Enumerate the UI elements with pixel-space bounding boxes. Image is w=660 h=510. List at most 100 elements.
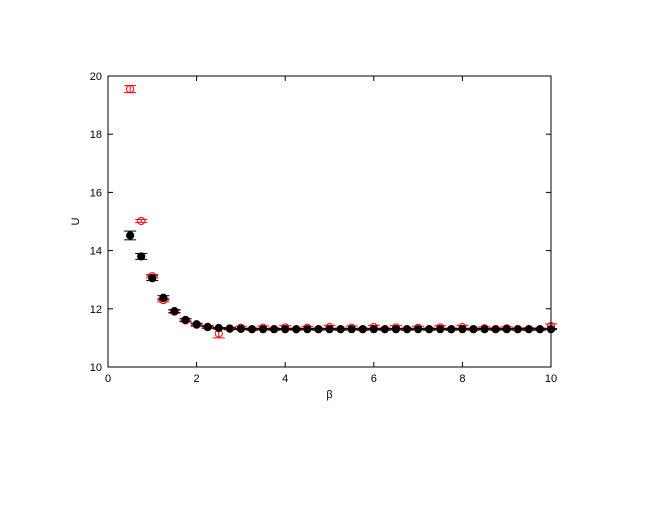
data-point <box>190 320 203 329</box>
data-point <box>389 325 402 334</box>
data-point <box>157 293 170 302</box>
axis-ticks: 0 2 4 6 8 10 10 12 14 16 18 20 <box>90 71 557 385</box>
data-point <box>423 325 436 334</box>
point-marker <box>414 325 423 334</box>
point-marker <box>258 325 268 334</box>
point-marker <box>380 325 389 334</box>
point-marker <box>425 325 434 334</box>
x-tick-label: 10 <box>545 373 557 385</box>
plot-area-frame <box>107 75 552 368</box>
data-point <box>146 274 159 283</box>
point-marker <box>336 325 345 334</box>
point-marker <box>247 325 257 334</box>
point-marker <box>513 325 522 334</box>
point-marker <box>458 325 467 334</box>
data-point <box>245 325 258 334</box>
data-point <box>522 325 535 334</box>
data-point <box>212 323 225 333</box>
data-point <box>279 325 292 334</box>
point-marker <box>192 320 201 329</box>
data-point <box>179 315 192 324</box>
point-marker <box>126 84 135 94</box>
point-marker <box>159 293 168 302</box>
y-tick-label: 12 <box>90 304 102 316</box>
data-point <box>445 325 458 334</box>
point-marker <box>181 315 190 324</box>
data-point <box>257 325 270 334</box>
point-marker <box>480 325 489 334</box>
x-tick-label: 6 <box>371 373 377 385</box>
data-series <box>124 84 557 339</box>
point-marker <box>303 325 312 334</box>
data-point <box>312 325 325 334</box>
point-marker <box>126 231 135 240</box>
data-point <box>135 252 148 261</box>
data-point <box>124 84 137 94</box>
data-point <box>456 325 469 334</box>
data-point <box>434 325 447 334</box>
data-point <box>500 325 513 334</box>
point-marker <box>137 252 146 261</box>
point-marker <box>358 325 367 334</box>
point-marker <box>391 325 401 334</box>
y-tick-label: 16 <box>90 187 102 199</box>
point-marker <box>270 325 279 334</box>
data-point <box>367 325 380 334</box>
point-marker <box>436 325 445 334</box>
data-point <box>268 325 281 334</box>
x-tick-label: 2 <box>194 373 200 385</box>
data-point <box>401 325 414 334</box>
data-point <box>489 325 502 334</box>
data-point <box>223 324 236 333</box>
point-marker <box>225 324 234 333</box>
data-point <box>511 325 524 334</box>
point-marker <box>535 325 545 334</box>
point-marker <box>292 325 301 334</box>
point-marker <box>491 325 500 334</box>
x-tick-label: 8 <box>459 373 465 385</box>
point-marker <box>402 325 412 334</box>
point-marker <box>502 325 511 334</box>
y-tick-label: 20 <box>90 71 102 83</box>
point-marker <box>369 325 378 334</box>
point-marker <box>347 325 356 334</box>
data-point <box>467 325 480 334</box>
data-point <box>124 230 137 241</box>
data-point <box>345 325 358 334</box>
series-filled-circle <box>124 230 557 334</box>
data-point <box>378 325 391 334</box>
data-point <box>356 325 369 334</box>
point-marker <box>447 325 456 334</box>
point-marker <box>203 323 212 332</box>
y-tick-label: 14 <box>90 246 102 258</box>
y-tick-label: 18 <box>90 129 102 141</box>
data-point <box>301 325 314 334</box>
data-point <box>201 323 214 332</box>
point-marker <box>137 216 146 226</box>
y-axis-label: U <box>70 217 82 225</box>
x-tick-label: 4 <box>282 373 288 385</box>
point-marker <box>170 307 179 316</box>
point-marker <box>148 274 157 283</box>
point-marker <box>524 325 533 334</box>
point-marker <box>325 325 334 334</box>
data-point <box>168 307 181 316</box>
data-point <box>323 325 336 334</box>
data-point <box>412 325 425 334</box>
x-tick-label: 0 <box>105 373 111 385</box>
y-tick-label: 10 <box>90 362 102 374</box>
point-marker <box>314 325 323 334</box>
series-open-circle <box>124 84 557 339</box>
data-point <box>478 325 491 334</box>
data-point <box>135 216 148 226</box>
point-marker <box>469 325 478 334</box>
x-axis-label: β <box>326 389 332 401</box>
point-marker <box>281 325 290 334</box>
point-marker <box>236 324 245 333</box>
data-point <box>234 324 247 333</box>
point-marker <box>214 323 223 333</box>
data-point <box>290 325 303 334</box>
data-point <box>533 325 546 334</box>
data-point <box>334 325 347 334</box>
